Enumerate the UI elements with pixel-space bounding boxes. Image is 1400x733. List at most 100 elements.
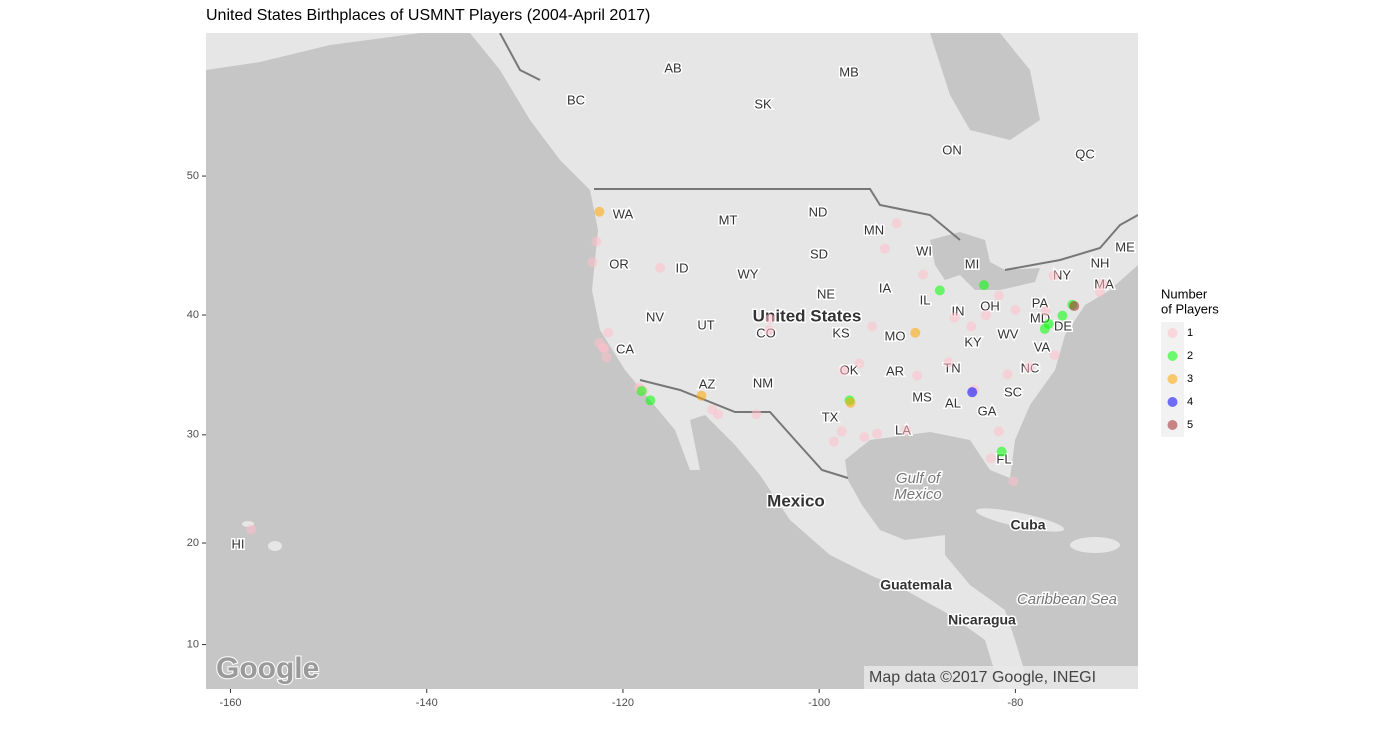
- points: [246, 206, 1108, 535]
- map-label: SC: [1004, 384, 1022, 399]
- point: [601, 352, 612, 363]
- x-tick-label: -140: [416, 697, 438, 709]
- point: [1049, 350, 1060, 361]
- map-label: MT: [719, 212, 738, 227]
- legend-label: 3: [1187, 373, 1193, 385]
- axes: 10 20 30 40 50 -160 -140 -120 -100 -80: [187, 170, 1024, 709]
- point: [993, 426, 1004, 437]
- point: [1008, 476, 1019, 487]
- point: [765, 313, 776, 324]
- map-label: NM: [753, 375, 773, 390]
- point: [934, 285, 945, 296]
- map-label: WI: [916, 243, 932, 258]
- y-tick-label: 50: [187, 170, 199, 182]
- map-label: GA: [978, 403, 997, 418]
- point: [594, 206, 605, 217]
- hawaii-island: [268, 541, 282, 551]
- map-label: HI: [232, 536, 245, 551]
- map-label: Nicaragua: [948, 612, 1016, 628]
- chart-title: United States Birthplaces of USMNT Playe…: [206, 7, 650, 24]
- map-label: SK: [754, 96, 772, 111]
- point: [591, 236, 602, 247]
- point: [910, 327, 921, 338]
- point: [1048, 270, 1059, 281]
- point: [838, 365, 849, 376]
- y-tick-label: 10: [187, 638, 199, 650]
- map-label: NH: [1091, 255, 1110, 270]
- map-label: NE: [817, 286, 835, 301]
- map-label: WA: [613, 206, 634, 221]
- y-tick-label: 40: [187, 309, 199, 321]
- point: [836, 426, 847, 437]
- basemap: ABMBBCSKONQCWAMTNDMNWIMIMENYNHMAORIDWYSD…: [206, 33, 1138, 689]
- attribution: Map data ©2017 Google, INEGI: [869, 669, 1096, 686]
- point: [966, 321, 977, 332]
- point: [949, 312, 960, 323]
- point: [854, 358, 865, 369]
- point: [980, 310, 991, 321]
- point: [1043, 318, 1054, 329]
- map-label: OR: [609, 256, 629, 271]
- legend-label: 5: [1187, 419, 1193, 431]
- x-tick-label: -120: [612, 697, 634, 709]
- point: [845, 397, 856, 408]
- point: [912, 370, 923, 381]
- map-label: AB: [664, 60, 681, 75]
- map-label: MN: [864, 222, 884, 237]
- map-label: AR: [886, 363, 904, 378]
- map-label: WY: [738, 266, 759, 281]
- legend-swatch: [1167, 351, 1178, 361]
- x-tick-label: -160: [220, 697, 242, 709]
- point: [603, 327, 614, 338]
- map-label: UT: [697, 317, 714, 332]
- map-label: Guatemala: [880, 577, 952, 593]
- map-label: MS: [912, 389, 932, 404]
- point: [859, 432, 870, 443]
- hispaniola: [1070, 537, 1120, 553]
- us-mexico-border: [639, 379, 849, 479]
- point: [828, 436, 839, 447]
- point: [713, 409, 724, 420]
- y-tick-label: 20: [187, 537, 199, 549]
- us-canada-border: [594, 188, 1138, 271]
- map-label: ON: [942, 142, 962, 157]
- point: [1094, 286, 1105, 297]
- google-logo: Google: [216, 652, 319, 685]
- map-label: Mexico: [894, 486, 942, 503]
- point: [867, 321, 878, 332]
- map-label: AL: [945, 395, 961, 410]
- point: [1097, 278, 1108, 289]
- map-label: United States: [753, 306, 862, 325]
- legend-label: 4: [1187, 396, 1193, 408]
- point: [599, 343, 610, 354]
- point: [901, 425, 912, 436]
- point: [1057, 310, 1068, 321]
- point: [764, 325, 775, 336]
- point: [1024, 362, 1035, 373]
- legend-title: Number: [1161, 286, 1208, 301]
- map-label: ND: [809, 204, 828, 219]
- attribution-box: [864, 666, 1138, 689]
- point: [696, 390, 707, 401]
- land: [206, 33, 1138, 689]
- point: [943, 357, 954, 368]
- map-label: NV: [646, 309, 664, 324]
- point: [872, 428, 883, 439]
- point: [1010, 304, 1021, 315]
- point: [879, 243, 890, 254]
- point: [978, 280, 989, 291]
- point: [1002, 369, 1013, 380]
- map-label: QC: [1075, 146, 1095, 161]
- map-label: IA: [879, 280, 892, 295]
- map-label: AZ: [699, 376, 716, 391]
- point: [967, 387, 978, 398]
- point: [996, 446, 1007, 457]
- point: [993, 290, 1004, 301]
- legend-swatch: [1167, 397, 1178, 407]
- legend-swatch: [1167, 374, 1178, 384]
- point: [636, 386, 647, 397]
- map-label: MI: [965, 256, 979, 271]
- great-lakes: [930, 232, 1040, 290]
- point: [751, 409, 762, 420]
